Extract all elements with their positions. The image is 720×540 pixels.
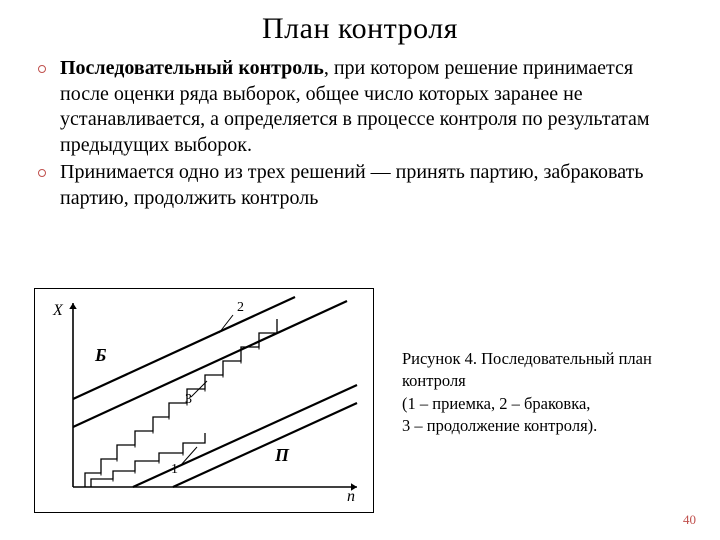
page-number: 40: [683, 512, 696, 528]
caption-line: Рисунок 4. Последовательный план контрол…: [402, 348, 672, 393]
bullet-text: Принимается одно из трех решений — приня…: [60, 161, 643, 209]
list-item: Последовательный контроль, при котором р…: [34, 56, 686, 158]
figure-caption: Рисунок 4. Последовательный план контрол…: [402, 348, 672, 437]
svg-text:n: n: [347, 488, 355, 505]
caption-line: 3 – продолжение контроля).: [402, 415, 672, 437]
caption-line: (1 – приемка, 2 – браковка,: [402, 393, 672, 415]
bullet-list: Последовательный контроль, при котором р…: [34, 56, 686, 212]
svg-text:3: 3: [185, 392, 192, 407]
svg-text:X: X: [52, 302, 64, 319]
slide-title: План контроля: [34, 12, 686, 46]
svg-text:Б: Б: [94, 345, 106, 365]
svg-text:П: П: [274, 445, 290, 465]
diagram: n X Б П 1 2 3: [34, 288, 374, 513]
svg-text:2: 2: [237, 300, 244, 315]
list-item: Принимается одно из трех решений — приня…: [34, 160, 686, 211]
bullet-bold: Последовательный контроль: [60, 57, 324, 79]
svg-text:1: 1: [171, 462, 178, 477]
bullet-icon: [38, 65, 46, 73]
bullet-icon: [38, 169, 46, 177]
